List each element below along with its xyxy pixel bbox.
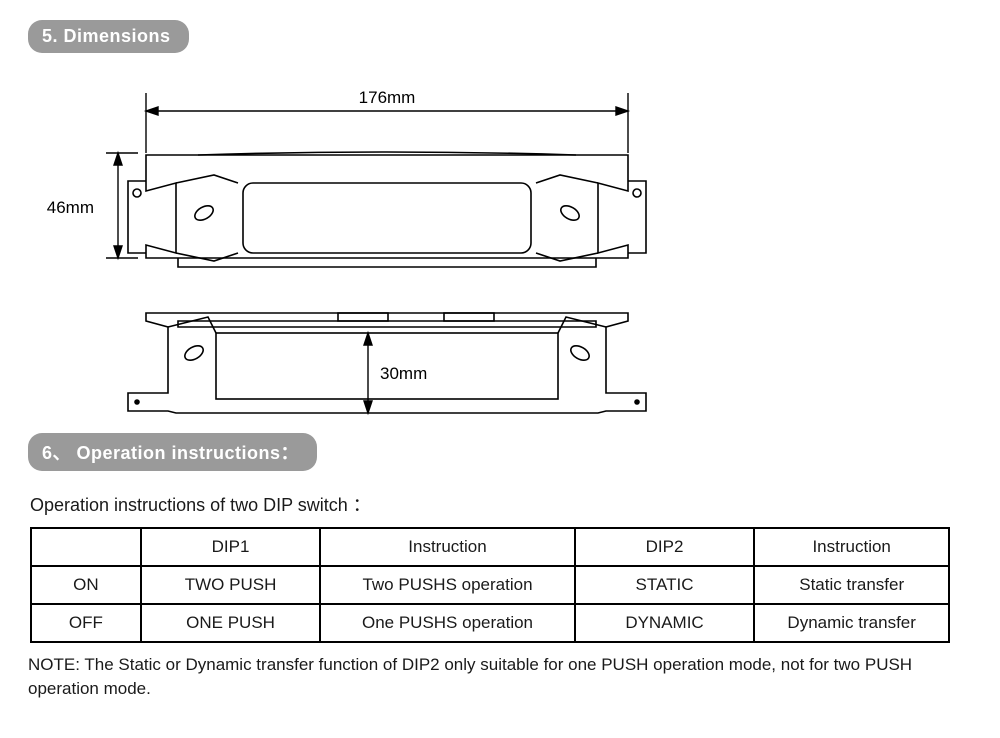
dip-cell: Two PUSHS operation	[320, 566, 574, 604]
dip-cell: TWO PUSH	[141, 566, 321, 604]
dip-col-header	[31, 528, 141, 566]
operation-subheading: Operation instructions of two DIP switch…	[30, 491, 972, 517]
table-row: ONTWO PUSHTwo PUSHS operationSTATICStati…	[31, 566, 949, 604]
dip-col-header: DIP2	[575, 528, 755, 566]
width-label: 176mm	[359, 88, 416, 107]
section-dimensions-badge: 5. Dimensions	[28, 20, 189, 53]
depth-label: 30mm	[380, 364, 427, 383]
dip-table: DIP1InstructionDIP2Instruction ONTWO PUS…	[30, 527, 950, 643]
dimensions-diagram: 176mm 46mm	[38, 63, 678, 433]
dip-cell: DYNAMIC	[575, 604, 755, 642]
section-operation-badge: 6、 Operation instructions：	[28, 433, 317, 471]
dip-cell: One PUSHS operation	[320, 604, 574, 642]
height-label: 46mm	[47, 198, 94, 217]
dip-body: ONTWO PUSHTwo PUSHS operationSTATICStati…	[31, 566, 949, 642]
dip-cell: ON	[31, 566, 141, 604]
dip-cell: ONE PUSH	[141, 604, 321, 642]
dip-col-header: DIP1	[141, 528, 321, 566]
dip-cell: Dynamic transfer	[754, 604, 949, 642]
dip-col-header: Instruction	[320, 528, 574, 566]
dip-header-row: DIP1InstructionDIP2Instruction	[31, 528, 949, 566]
table-row: OFFONE PUSHOne PUSHS operationDYNAMICDyn…	[31, 604, 949, 642]
dip-cell: STATIC	[575, 566, 755, 604]
dip-col-header: Instruction	[754, 528, 949, 566]
dip-cell: OFF	[31, 604, 141, 642]
dip-cell: Static transfer	[754, 566, 949, 604]
operation-note: NOTE: The Static or Dynamic transfer fun…	[28, 653, 958, 701]
